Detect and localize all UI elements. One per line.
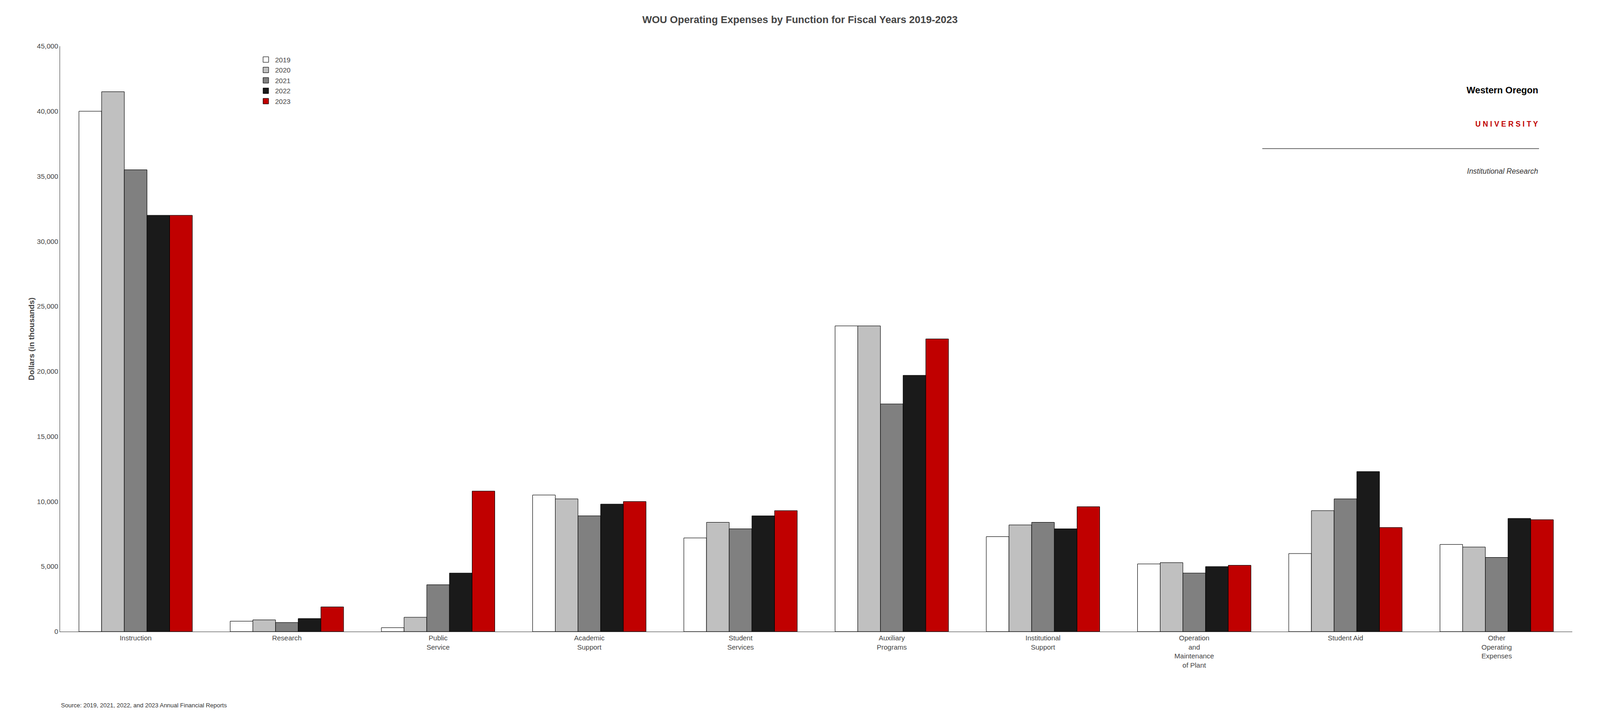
- svg-text:20,000: 20,000: [36, 367, 59, 375]
- svg-text:Student Aid: Student Aid: [1327, 633, 1364, 642]
- svg-text:40,000: 40,000: [36, 107, 59, 115]
- svg-text:15,000: 15,000: [36, 432, 59, 441]
- svg-text:10,000: 10,000: [36, 497, 59, 506]
- svg-text:InstitutionalSupport: InstitutionalSupport: [1025, 633, 1061, 651]
- svg-text:Dollars (in thousands): Dollars (in thousands): [27, 297, 37, 381]
- svg-text:Source: 2019, 2021, 2022, and: Source: 2019, 2021, 2022, and 2023 Annua…: [60, 701, 228, 709]
- svg-text:2022: 2022: [275, 86, 291, 95]
- svg-text:30,000: 30,000: [36, 237, 59, 246]
- svg-text:OperationandMaintenanceof Plan: OperationandMaintenanceof Plant: [1174, 633, 1214, 669]
- svg-text:25,000: 25,000: [36, 301, 59, 310]
- svg-text:2021: 2021: [275, 76, 291, 85]
- svg-text:U N I V E R S I T Y: U N I V E R S I T Y: [1475, 120, 1539, 128]
- svg-text:2020: 2020: [275, 66, 291, 74]
- svg-text:AuxiliaryPrograms: AuxiliaryPrograms: [876, 633, 907, 651]
- svg-text:5,000: 5,000: [40, 561, 59, 570]
- svg-text:StudentServices: StudentServices: [727, 633, 755, 651]
- svg-text:WOU Operating Expenses by Func: WOU Operating Expenses by Function for F…: [642, 13, 958, 26]
- svg-text:Western Oregon: Western Oregon: [1466, 84, 1539, 96]
- svg-text:AcademicSupport: AcademicSupport: [573, 633, 605, 651]
- svg-text:OtherOperatingExpenses: OtherOperatingExpenses: [1481, 633, 1512, 660]
- svg-text:Instruction: Instruction: [119, 633, 152, 642]
- svg-text:35,000: 35,000: [36, 172, 59, 181]
- svg-text:Institutional Research: Institutional Research: [1467, 167, 1539, 176]
- svg-text:0: 0: [54, 627, 59, 635]
- svg-text:Research: Research: [271, 633, 302, 642]
- svg-text:2023: 2023: [275, 97, 291, 106]
- svg-text:45,000: 45,000: [36, 42, 59, 50]
- svg-text:PublicService: PublicService: [426, 633, 450, 651]
- svg-text:2019: 2019: [275, 55, 291, 64]
